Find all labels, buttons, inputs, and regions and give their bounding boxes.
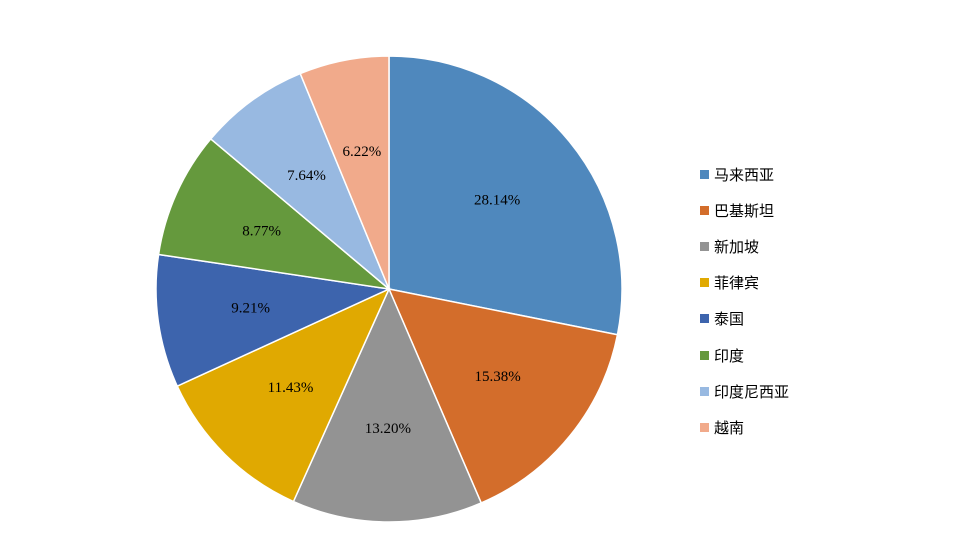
legend-item: 泰国 bbox=[700, 301, 900, 337]
pie-data-labels: 28.14% 15.38% 13.20% 11.43% 9.21% 8.77% 7.64% 6… bbox=[231, 144, 521, 437]
legend-item: 马来西亚 bbox=[700, 156, 900, 192]
legend-label: 泰国 bbox=[714, 310, 745, 329]
pie-slice bbox=[209, 72, 390, 290]
legend-swatch bbox=[700, 241, 709, 251]
legend-swatch bbox=[700, 422, 709, 432]
legend-item: 越南 bbox=[700, 409, 900, 445]
legend-label: 印度 bbox=[714, 346, 745, 365]
legend-label: 新加坡 bbox=[714, 237, 760, 256]
slice-data-label: 7.64% bbox=[287, 168, 326, 184]
legend-item: 印度尼西亚 bbox=[700, 373, 900, 409]
legend-item: 新加坡 bbox=[700, 228, 900, 264]
slice-data-label: 11.43% bbox=[268, 380, 314, 396]
legend-item: 印度 bbox=[700, 337, 900, 373]
legend-label: 马来西亚 bbox=[714, 165, 775, 184]
legend-swatch bbox=[700, 278, 709, 288]
legend-swatch bbox=[700, 386, 709, 396]
pie-slice bbox=[155, 253, 392, 388]
legend-label: 印度尼西亚 bbox=[714, 382, 790, 401]
pie-slices bbox=[155, 55, 623, 523]
legend-swatch bbox=[700, 314, 709, 324]
pie-slice bbox=[387, 287, 619, 504]
slice-data-label: 28.14% bbox=[474, 192, 520, 208]
slice-data-label: 9.21% bbox=[231, 301, 270, 317]
pie-slice bbox=[157, 137, 392, 291]
legend-swatch bbox=[700, 350, 709, 360]
legend: 马来西亚巴基斯坦新加坡菲律宾泰国印度印度尼西亚越南 bbox=[700, 156, 900, 446]
pie-slice bbox=[176, 287, 391, 503]
legend-item: 巴基斯坦 bbox=[700, 192, 900, 228]
legend-label: 巴基斯坦 bbox=[714, 201, 775, 220]
pie-slice bbox=[388, 55, 623, 336]
slice-data-label: 13.20% bbox=[365, 421, 411, 437]
slice-data-label: 6.22% bbox=[342, 144, 381, 160]
legend-swatch bbox=[700, 205, 709, 215]
slice-data-label: 15.38% bbox=[475, 369, 521, 385]
legend-item: 菲律宾 bbox=[700, 265, 900, 301]
legend-label: 越南 bbox=[714, 418, 745, 437]
pie-slice bbox=[299, 55, 390, 290]
slice-data-label: 8.77% bbox=[242, 223, 281, 239]
legend-swatch bbox=[700, 169, 709, 179]
pie-slice bbox=[292, 287, 483, 523]
legend-label: 菲律宾 bbox=[714, 274, 760, 293]
